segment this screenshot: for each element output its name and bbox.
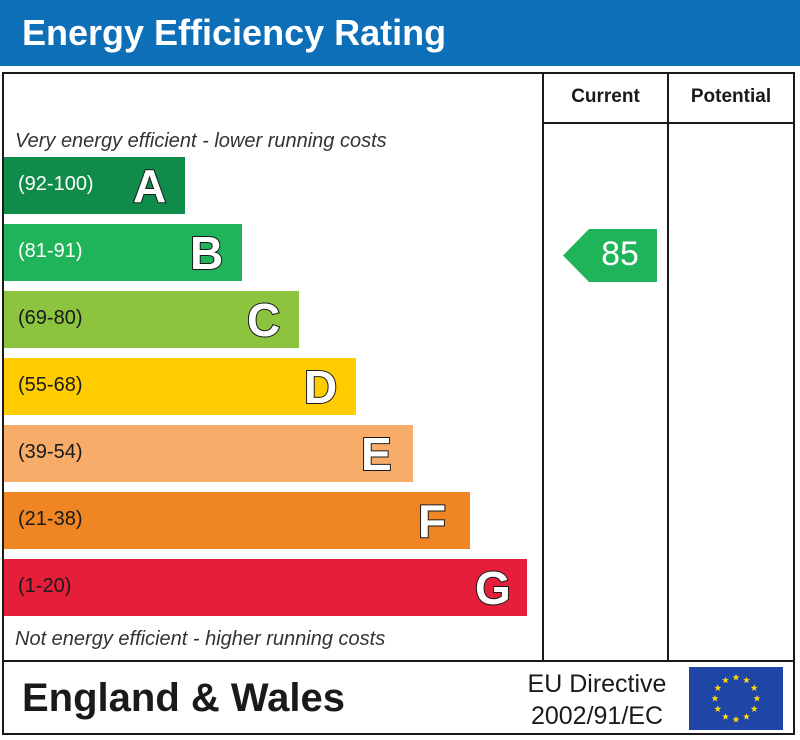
column-divider-current [542, 74, 544, 661]
eu-flag-star [722, 713, 729, 720]
eu-flag-star [714, 684, 722, 691]
note-bottom: Not energy efficient - higher running co… [15, 628, 386, 650]
eu-directive-number: 2002/91/EC [530, 702, 664, 730]
band-letter-label: B [189, 226, 224, 280]
eu-flag-icon [689, 667, 783, 730]
note-top: Very energy efficient - lower running co… [15, 130, 387, 152]
eu-flag-star [743, 713, 750, 720]
band-range-label: (39-54) [18, 441, 83, 463]
band-c: (69-80) C [4, 291, 299, 348]
eu-flag-star [732, 673, 740, 681]
current-rating-marker: 85 [563, 229, 657, 282]
band-letter-label: A [132, 159, 167, 213]
column-header-current: Current [571, 86, 640, 107]
band-letter-label: D [303, 360, 338, 414]
page-title: Energy Efficiency Rating [22, 12, 447, 53]
band-f: (21-38) F [4, 492, 470, 549]
band-e: (39-54) E [4, 425, 413, 482]
header-divider [542, 122, 794, 124]
band-b: (81-91) B [4, 224, 242, 281]
rating-table [2, 72, 795, 735]
column-divider-potential [667, 74, 669, 661]
column-header-potential: Potential [690, 86, 772, 107]
band-range-label: (55-68) [18, 374, 83, 396]
title-bar: Energy Efficiency Rating [0, 0, 800, 66]
band-letter-label: C [246, 293, 281, 347]
footer-region: England & Wales [22, 676, 346, 720]
eu-flag-star [711, 694, 719, 702]
footer-divider [2, 660, 795, 662]
band-range-label: (81-91) [18, 240, 83, 262]
band-range-label: (21-38) [18, 508, 83, 530]
band-letter-label: G [474, 561, 512, 615]
band-letter-label: F [417, 494, 447, 548]
current-arrow-icon [563, 229, 657, 282]
band-d: (55-68) D [4, 358, 356, 415]
band-range-label: (92-100) [18, 173, 94, 195]
band-a: (92-100) A [4, 157, 185, 214]
eu-flag-star [743, 676, 750, 684]
eu-flag-star [750, 684, 758, 691]
eu-flag-star [732, 715, 740, 723]
current-rating-value: 85 [601, 235, 639, 273]
eu-flag-star [722, 676, 729, 684]
eu-flag-star [753, 694, 761, 702]
eu-flag-star [714, 705, 722, 712]
band-range-label: (69-80) [18, 307, 83, 329]
eu-directive-label: EU Directive [527, 670, 667, 698]
band-g: (1-20) G [4, 559, 527, 616]
eu-flag-star [750, 705, 758, 712]
band-range-label: (1-20) [18, 575, 72, 597]
band-letter-label: E [360, 427, 393, 481]
